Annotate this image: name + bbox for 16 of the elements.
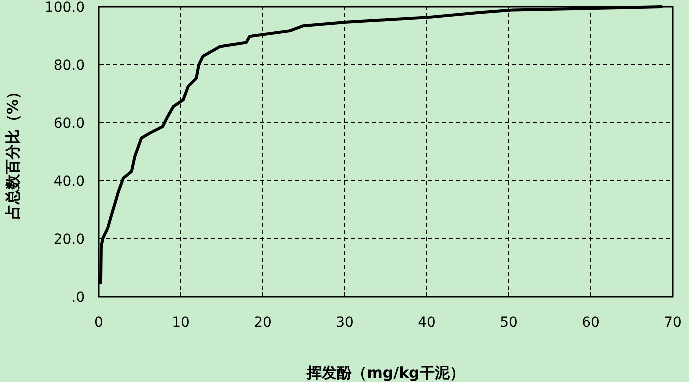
x-tick-label: 60 [582, 315, 600, 331]
x-tick-label: 70 [664, 315, 682, 331]
x-tick-label: 20 [254, 315, 272, 331]
y-tick-label: .0 [72, 290, 85, 306]
x-tick-label: 10 [172, 315, 190, 331]
x-tick-label: 0 [94, 315, 104, 331]
x-tick-label: 50 [500, 315, 518, 331]
y-tick-label: 80.0 [54, 58, 85, 74]
x-axis-title: 挥发酚（mg/kg干泥） [306, 364, 465, 382]
x-tick-label: 40 [418, 315, 436, 331]
y-tick-label: 60.0 [54, 116, 85, 132]
y-tick-label: 40.0 [54, 174, 85, 190]
y-axis-title: 占总数百分比（%） [4, 84, 22, 220]
y-tick-label: 20.0 [54, 232, 85, 248]
x-tick-label: 30 [336, 315, 354, 331]
y-tick-label: 100.0 [44, 0, 85, 16]
